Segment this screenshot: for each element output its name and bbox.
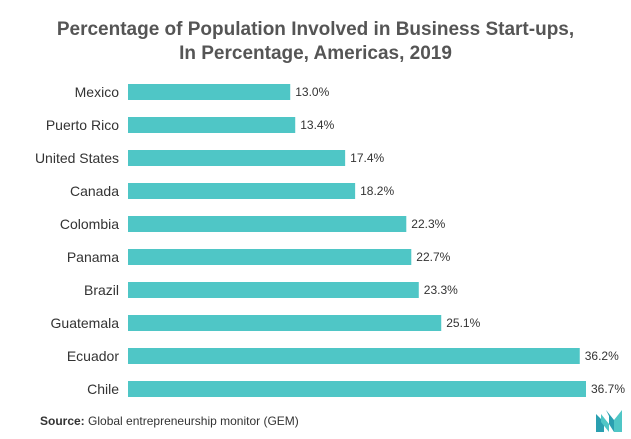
bar-group: Mexico 13.0% Puerto Rico 13.4% United States… [35, 84, 625, 397]
category-label: Ecuador [67, 348, 119, 364]
value-label: 22.7% [416, 250, 450, 264]
value-label: 13.0% [295, 85, 329, 99]
value-label: 22.3% [411, 217, 445, 231]
category-label: United States [35, 150, 119, 166]
bar [128, 282, 419, 298]
mordor-intelligence-logo-icon [596, 410, 622, 432]
bar [128, 183, 356, 199]
chart-title-line-1: Percentage of Population Involved in Bus… [56, 19, 575, 40]
category-label: Canada [70, 183, 119, 199]
value-label: 17.4% [350, 151, 384, 165]
category-label: Guatemala [51, 315, 120, 331]
value-label: 36.2% [585, 349, 619, 363]
category-label: Colombia [60, 216, 119, 232]
category-label: Mexico [75, 84, 120, 100]
bar [128, 348, 580, 364]
value-label: 23.3% [424, 283, 458, 297]
bar [128, 117, 296, 133]
chart-title-line-2: In Percentage, Americas, 2019 [179, 43, 452, 64]
source-text: Global entrepreneurship monitor (GEM) [88, 414, 299, 428]
value-label: 25.1% [446, 316, 480, 330]
bar [128, 216, 407, 232]
category-label: Chile [87, 381, 119, 397]
category-label: Brazil [84, 282, 119, 298]
value-label: 36.7% [591, 382, 625, 396]
category-label: Panama [67, 249, 119, 265]
bar [128, 315, 442, 331]
bar [128, 150, 346, 166]
source-note: Source: Global entrepreneurship monitor … [40, 414, 299, 428]
bar [128, 381, 586, 397]
category-label: Puerto Rico [46, 117, 119, 133]
source-label: Source: [40, 414, 85, 428]
value-label: 18.2% [360, 184, 394, 198]
bar [128, 84, 291, 100]
chart-title: Percentage of Population Involved in Bus… [0, 18, 631, 66]
value-label: 13.4% [300, 118, 334, 132]
bar [128, 249, 412, 265]
